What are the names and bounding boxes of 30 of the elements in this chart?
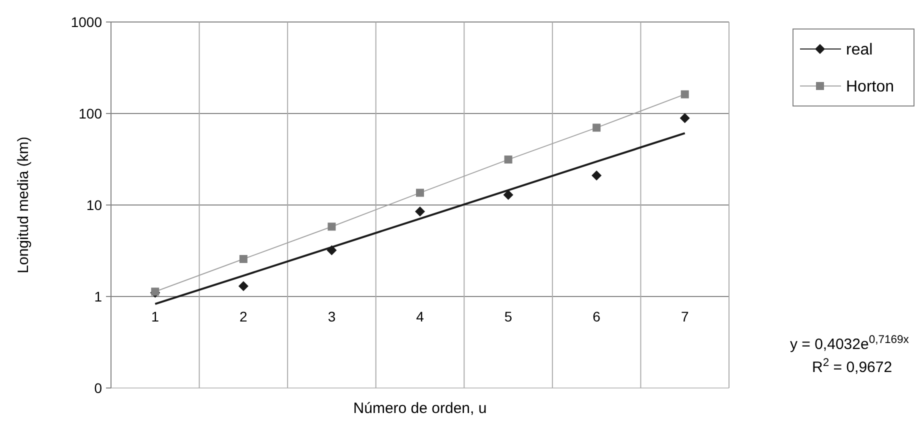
y-tick-label: 10 (86, 196, 102, 213)
x-tick-label: 4 (416, 308, 424, 324)
point (415, 206, 425, 216)
point (239, 254, 248, 263)
y-tick-label: 1 (94, 288, 102, 304)
legend-label: real (846, 42, 873, 59)
point (238, 281, 248, 292)
y-tick-label: 1000 (70, 14, 102, 30)
x-tick-label: 2 (240, 308, 248, 324)
text: y = 0,4032e$^{0,7169x}$ (790, 334, 910, 353)
x-tick-label: 6 (592, 308, 601, 324)
x-tick-label: 3 (328, 308, 336, 324)
point (680, 90, 689, 98)
point (680, 113, 690, 124)
text: R$^{2}$ = 0,9672 (812, 357, 892, 376)
point (592, 170, 602, 181)
x-axis-title: Número de orden, u (353, 400, 487, 417)
x-tick-label: 1 (151, 308, 160, 324)
legend-label: Horton (846, 78, 894, 96)
point (328, 222, 336, 231)
y-tick-label: 0 (94, 380, 102, 396)
point (592, 124, 601, 132)
y-axis-title: Longitud media (km) (15, 136, 32, 274)
point (504, 156, 512, 164)
line-series (154, 132, 686, 305)
point (416, 188, 424, 197)
point (503, 190, 514, 200)
x-tick-label: 5 (504, 308, 512, 324)
x-tick-label: 7 (680, 308, 689, 324)
y-tick-label: 100 (78, 105, 102, 122)
